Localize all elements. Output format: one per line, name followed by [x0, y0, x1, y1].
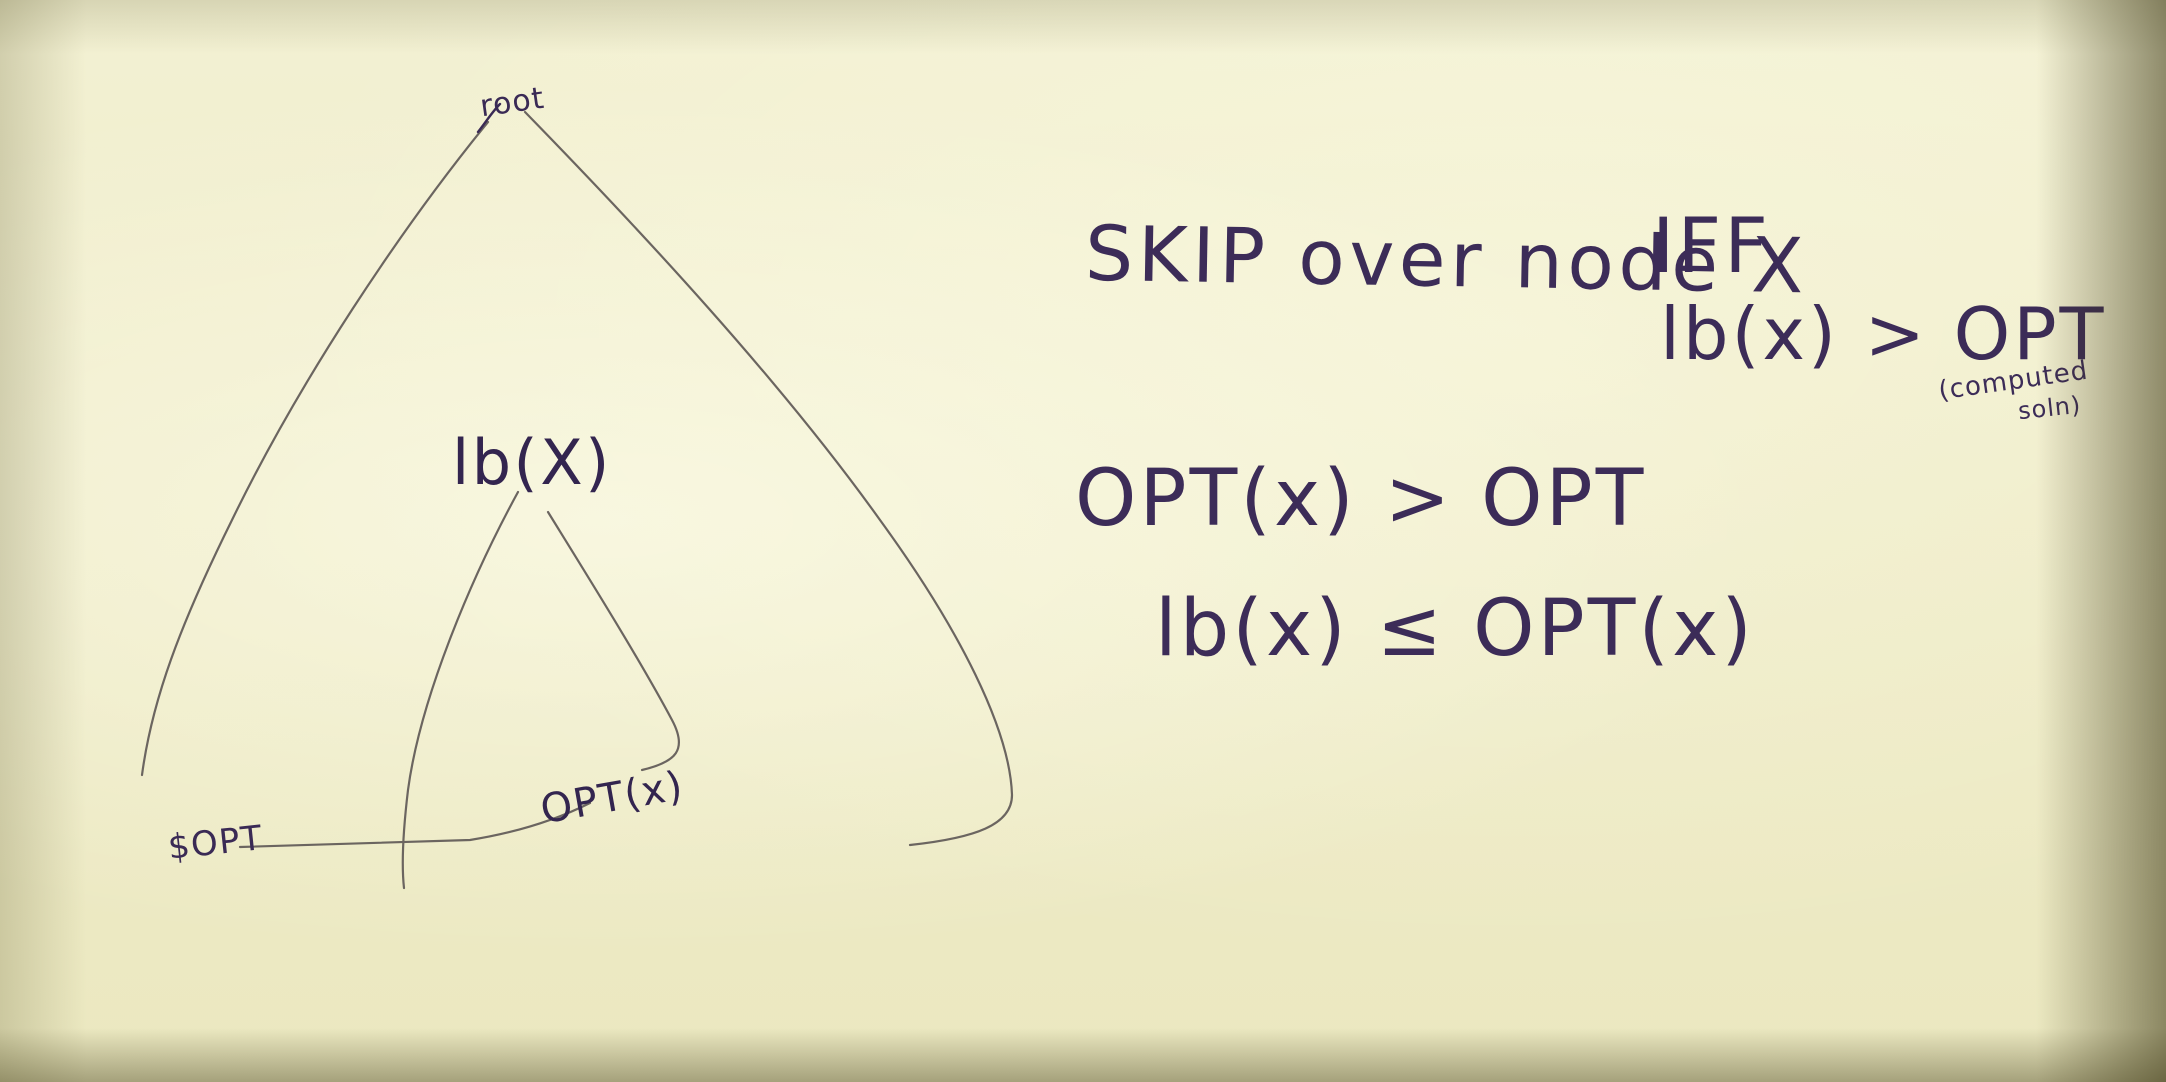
inner-triangle-left-edge — [401, 490, 520, 890]
optx-greater-than-opt-text: OPT(x) > OPT — [1075, 454, 1647, 544]
subtree-lower-bound-label: lb(X) — [452, 426, 612, 499]
iff-text: IFF — [1652, 201, 1771, 290]
outer-triangle-bottom-edge — [238, 801, 592, 849]
inner-triangle-right-edge — [546, 510, 681, 772]
le-underline — [1300, 676, 1360, 680]
lb-greater-than-opt-text: lb(x) > OPT — [1660, 292, 2107, 376]
global-opt-leaf-label: $OPT — [166, 818, 265, 868]
root-label: root — [477, 80, 548, 125]
soln-note-text: soln) — [2016, 390, 2083, 426]
lb-less-equal-optx-text: lb(x) ≤ OPT(x) — [1155, 584, 1755, 674]
